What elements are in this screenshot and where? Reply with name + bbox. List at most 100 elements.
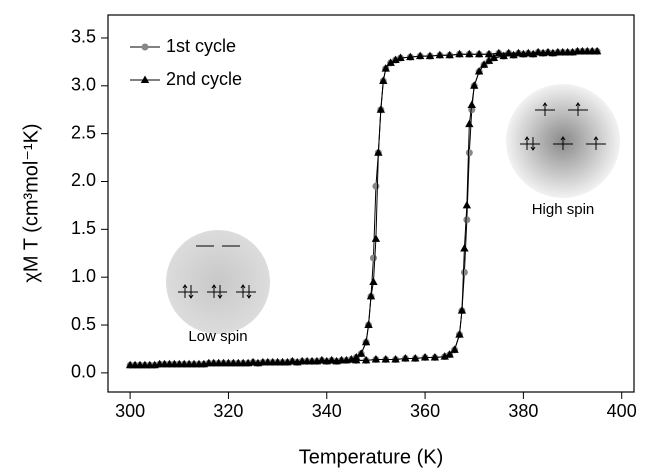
data-point (396, 53, 405, 62)
data-point (327, 355, 336, 364)
annotation: High spin (532, 201, 595, 218)
data-point (371, 234, 381, 242)
data-point (470, 81, 479, 89)
data-point (356, 349, 366, 357)
legend-label: 2nd cycle (166, 69, 242, 89)
data-point (474, 66, 484, 75)
y-axis-title: χM T (cm³mol⁻¹K) (20, 123, 42, 282)
data-point (374, 148, 383, 156)
data-point (170, 359, 179, 368)
data-point (189, 359, 199, 368)
data-point (209, 358, 218, 367)
data-point (160, 359, 169, 368)
data-point (533, 47, 543, 56)
legend-label: 1st cycle (166, 36, 236, 56)
data-point (460, 268, 468, 276)
data-point (386, 58, 395, 66)
data-point (238, 358, 248, 367)
data-point (391, 55, 400, 63)
y-tick-label: 1.0 (71, 266, 96, 286)
x-tick-label: 340 (312, 401, 342, 421)
x-tick-label: 400 (607, 401, 637, 421)
data-point (465, 119, 474, 128)
data-point (445, 50, 454, 59)
data-point (415, 51, 425, 60)
data-point (524, 48, 533, 57)
data-point (592, 46, 602, 55)
data-point (463, 216, 471, 224)
data-point (489, 53, 499, 62)
data-point (352, 353, 361, 361)
data-point (288, 356, 297, 365)
data-point (457, 306, 467, 314)
x-tick-label: 300 (115, 401, 145, 421)
data-point (258, 357, 268, 366)
data-point (219, 358, 228, 367)
data-point (440, 352, 449, 360)
y-tick-label: 2.5 (71, 122, 96, 142)
x-tick-label: 360 (410, 401, 440, 421)
y-tick-label: 1.5 (71, 218, 96, 238)
data-point (425, 51, 435, 60)
data-point (140, 360, 150, 369)
data-point (130, 360, 140, 369)
data-point (268, 357, 277, 366)
y-tick-label: 3.0 (71, 75, 96, 95)
data-point (460, 243, 469, 252)
data-point (445, 350, 454, 358)
annotation: Low spin (188, 328, 247, 345)
x-tick-label: 380 (508, 401, 538, 421)
data-point (150, 360, 159, 369)
x-tick-label: 320 (213, 401, 243, 421)
data-point (573, 46, 582, 55)
data-point (583, 46, 592, 55)
data-point (379, 76, 388, 85)
legend-marker (141, 43, 149, 51)
y-tick-label: 2.0 (71, 170, 96, 190)
data-point (229, 358, 238, 367)
data-point (494, 48, 504, 57)
data-point (553, 47, 563, 56)
data-point (366, 291, 376, 300)
data-point (543, 47, 553, 56)
legend-marker (140, 75, 150, 83)
data-point (450, 345, 459, 353)
data-point (462, 200, 472, 209)
data-point (199, 359, 209, 368)
data-point (479, 60, 489, 68)
data-point (455, 330, 464, 338)
data-point (278, 357, 287, 366)
data-point (514, 48, 523, 57)
data-point (376, 105, 386, 113)
data-point (420, 353, 430, 361)
data-point (455, 49, 464, 58)
data-point (484, 56, 494, 64)
data-point (297, 356, 307, 365)
data-point (307, 356, 317, 365)
data-point (369, 277, 378, 285)
data-point (499, 51, 508, 60)
data-point (391, 354, 400, 363)
data-point (484, 49, 494, 58)
y-tick-label: 3.5 (71, 27, 96, 47)
data-point (179, 359, 189, 368)
data-point (474, 49, 484, 58)
data-point (504, 48, 513, 57)
x-axis-title: Temperature (K) (299, 446, 444, 468)
data-point (381, 354, 390, 363)
data-point (347, 354, 356, 363)
data-point (361, 337, 371, 346)
data-point (401, 354, 410, 362)
data-point (372, 182, 380, 190)
data-point (509, 50, 518, 59)
data-point (435, 50, 445, 59)
data-point (361, 355, 371, 364)
data-point (430, 353, 440, 361)
data-point (317, 355, 327, 364)
data-point (465, 49, 474, 58)
data-point (411, 354, 420, 362)
y-tick-label: 0.5 (71, 314, 96, 334)
data-point (369, 254, 377, 262)
data-point (337, 355, 346, 364)
